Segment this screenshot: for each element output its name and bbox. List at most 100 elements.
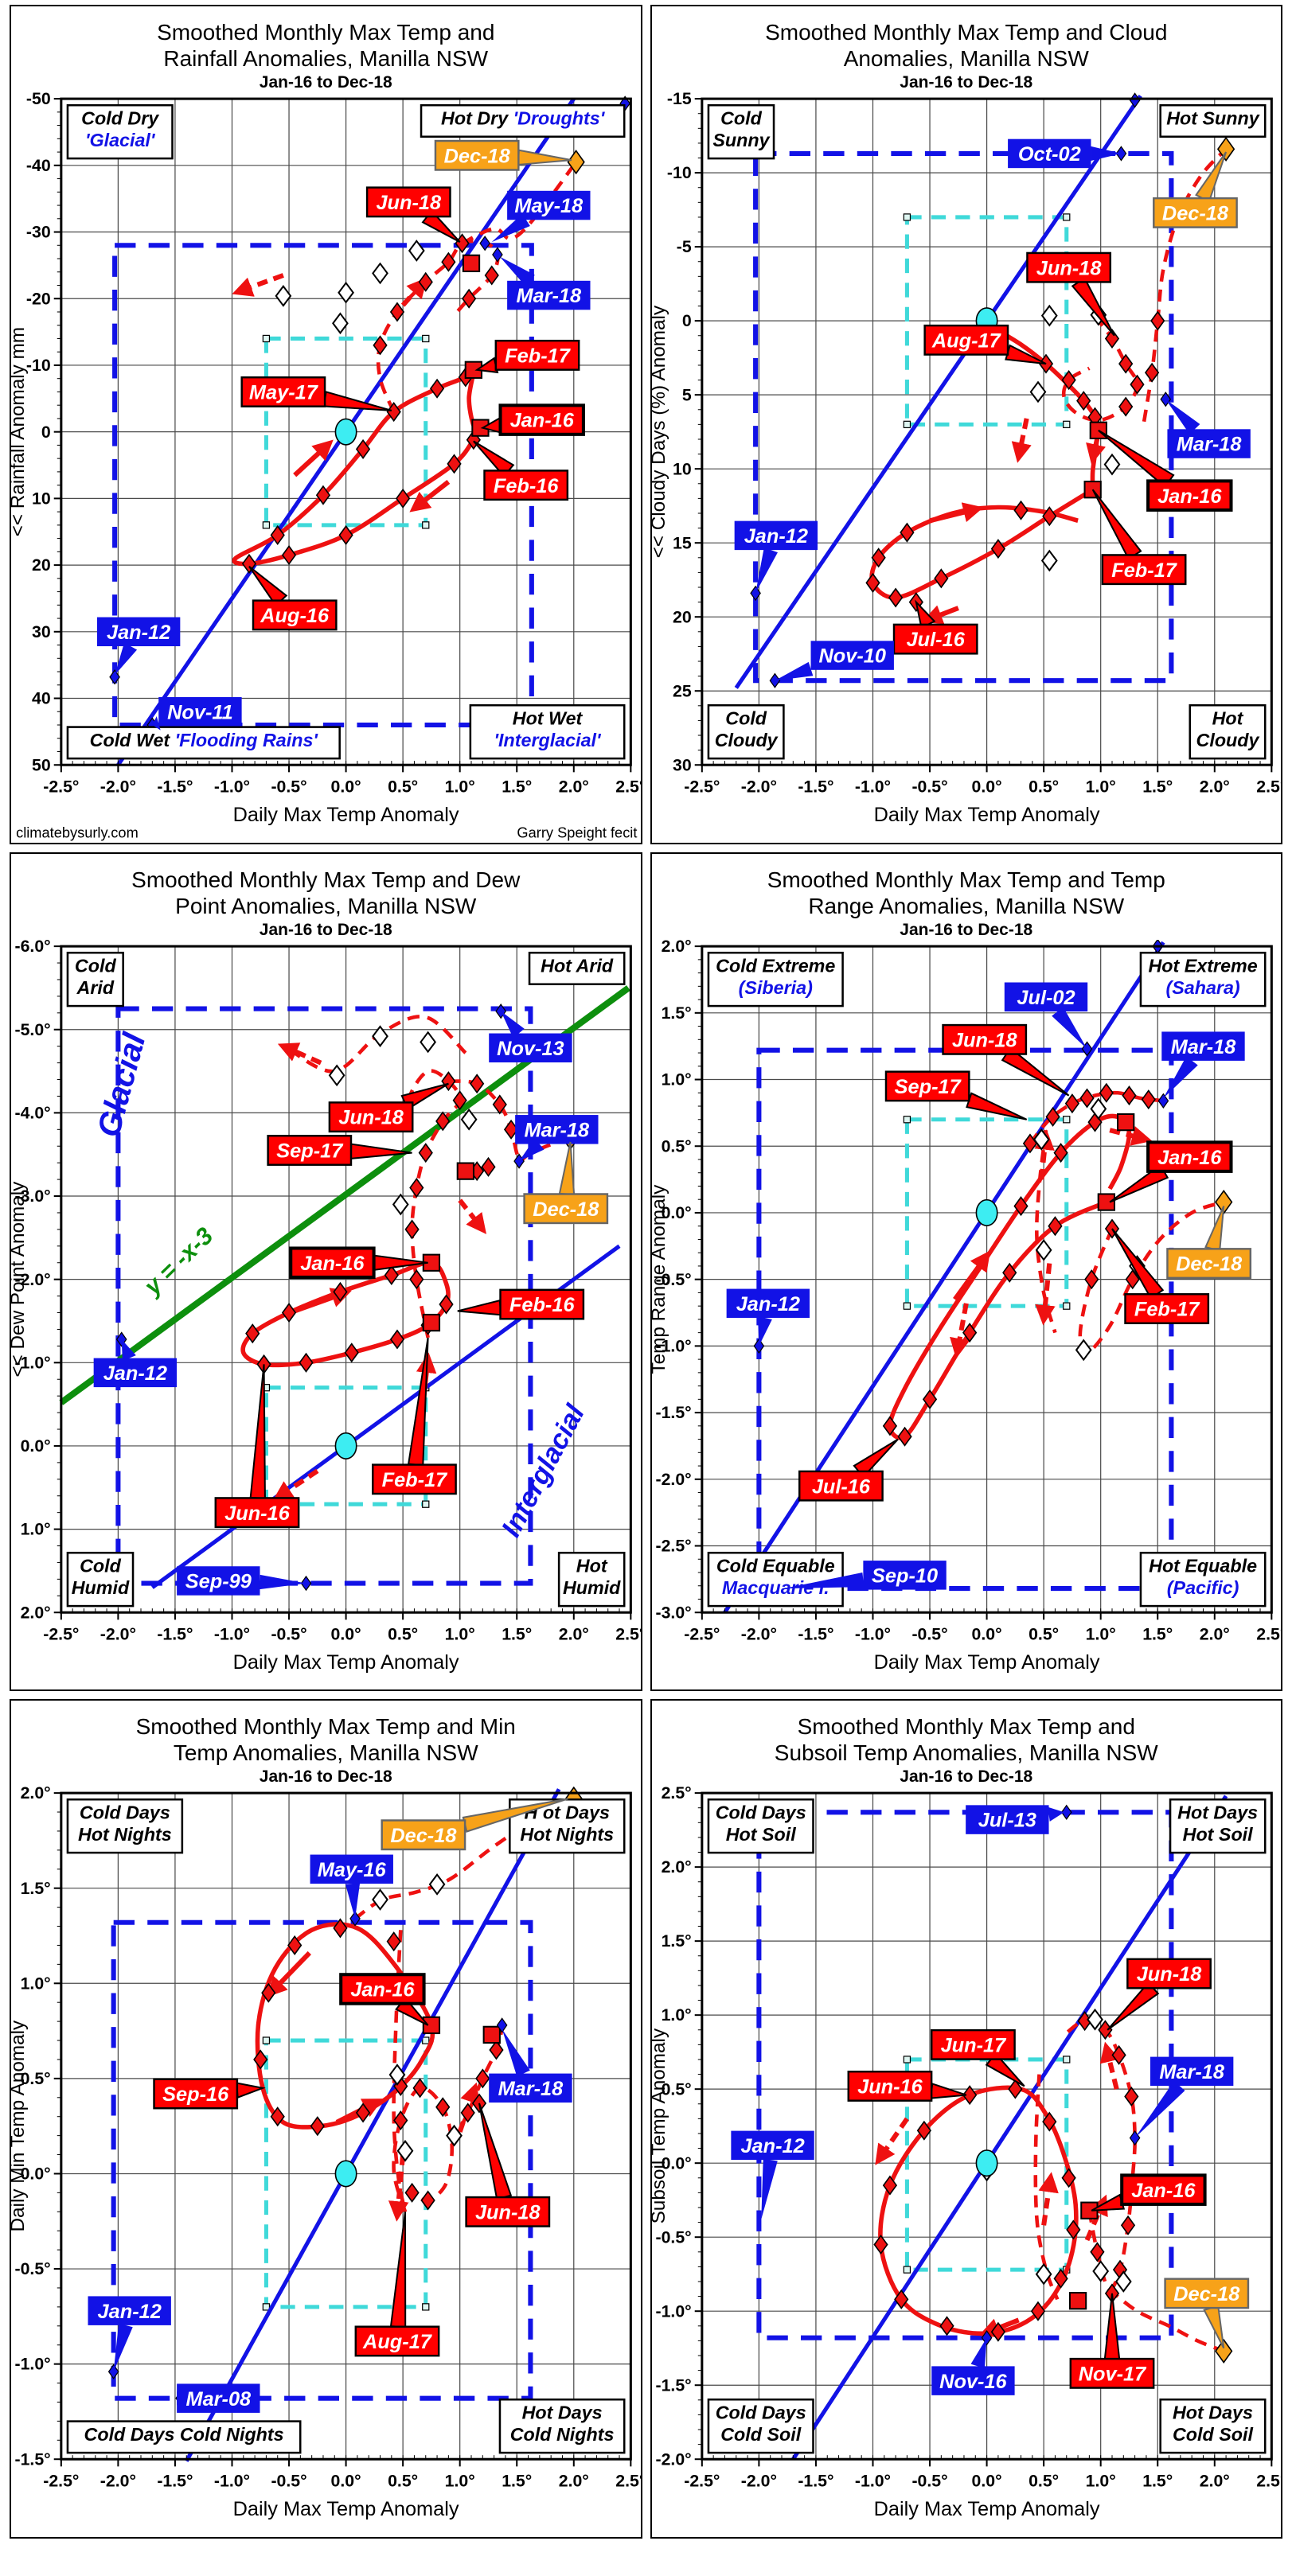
svg-text:1.5°: 1.5° xyxy=(1142,2472,1173,2491)
svg-text:Sep-17: Sep-17 xyxy=(276,1140,344,1162)
white-diamond-marker xyxy=(328,1064,345,1086)
svg-text:2.0°: 2.0° xyxy=(21,1787,51,1802)
svg-text:10: 10 xyxy=(673,459,692,478)
svg-text:-1.0°: -1.0° xyxy=(214,2472,250,2491)
svg-text:2.0°: 2.0° xyxy=(21,1603,51,1622)
red-square-marker xyxy=(1097,1193,1115,1211)
svg-text:Dec-18: Dec-18 xyxy=(390,1825,457,1847)
svg-text:-2.0°: -2.0° xyxy=(655,2450,691,2469)
white-diamond-marker xyxy=(1075,1339,1092,1361)
svg-text:-1.5°: -1.5° xyxy=(15,2450,51,2469)
red-diamond-marker xyxy=(435,2097,451,2118)
blue-record-box xyxy=(112,243,534,728)
callout-jun-16 xyxy=(847,2071,932,2102)
red-diamond-marker xyxy=(1052,1142,1068,1163)
svg-text:Jul-16: Jul-16 xyxy=(811,1475,870,1498)
chart-plot: y = -x-3 Glacial Interglacial -2.5° -2.0° -1.… xyxy=(11,940,641,1674)
svg-text:1.0°: 1.0° xyxy=(445,1624,475,1643)
x-axis-label: Daily Max Temp Anomaly xyxy=(233,2498,459,2520)
svg-text:0.0°: 0.0° xyxy=(971,1624,1001,1643)
svg-text:Jun-16: Jun-16 xyxy=(857,2076,923,2099)
red-square-marker xyxy=(1116,1113,1134,1131)
red-diamond-marker xyxy=(896,1426,912,1447)
chart-plot: -2.5° -2.0° -1.5° -1.0° -0.5° 0.0° 0.5° 1.0° 1.5… xyxy=(11,1787,641,2520)
red-diamond-marker xyxy=(1013,500,1029,520)
white-diamond-marker xyxy=(1086,2009,1103,2031)
red-diamond-marker xyxy=(1110,2045,1126,2066)
chart-plot: -2.5° -2.0° -1.5° -1.0° -0.5° 0.0° 0.5° 1.0° 1.5… xyxy=(11,92,641,840)
red-diamond-marker xyxy=(1041,506,1056,527)
svg-text:-15: -15 xyxy=(666,92,691,108)
red-diamond-marker xyxy=(429,378,445,399)
svg-text:Jun-18: Jun-18 xyxy=(338,1106,404,1128)
svg-text:Dec-18: Dec-18 xyxy=(444,145,511,167)
red-square-marker xyxy=(456,1162,474,1180)
svg-text:Nov-13: Nov-13 xyxy=(497,1038,564,1060)
svg-text:1.5°: 1.5° xyxy=(661,1931,691,1951)
svg-text:-0.5°: -0.5° xyxy=(911,777,947,797)
grid xyxy=(701,1792,1272,2461)
red-diamond-marker xyxy=(882,1415,897,1436)
svg-text:Hot Nights: Hot Nights xyxy=(78,1824,172,1845)
svg-text:Dec-18: Dec-18 xyxy=(533,1198,599,1220)
svg-text:Feb-17: Feb-17 xyxy=(382,1469,449,1491)
svg-text:Arid: Arid xyxy=(76,977,115,998)
callout-aug-17 xyxy=(354,2325,440,2357)
x-axis-label: Daily Max Temp Anomaly xyxy=(873,804,1099,826)
chart-plot: -2.5° -2.0° -1.5° -1.0° -0.5° 0.0° 0.5° 1.0° 1.5… xyxy=(652,1787,1282,2520)
svg-text:Nov-17: Nov-17 xyxy=(1078,2364,1146,2386)
svg-text:0.0°: 0.0° xyxy=(661,2153,691,2173)
red-diamond-marker xyxy=(922,1389,937,1409)
chart-subtitle: Jan-16 to Dec-18 xyxy=(259,1767,392,1787)
red-diamond-marker xyxy=(1083,1269,1099,1289)
svg-text:Cloudy: Cloudy xyxy=(714,730,778,750)
cyan-range-box xyxy=(262,2036,430,2311)
origin-marker xyxy=(975,1198,998,1226)
callout-oct-02 xyxy=(1007,138,1091,169)
svg-text:-2.5°: -2.5° xyxy=(684,1624,720,1643)
red-diamond-marker xyxy=(1047,1215,1063,1236)
blue-diamond-marker xyxy=(1157,1093,1169,1109)
chart-subtitle: Jan-16 to Dec-18 xyxy=(900,1767,1033,1787)
svg-text:Hot Soil: Hot Soil xyxy=(725,1824,796,1845)
red-diamond-marker xyxy=(1141,1089,1156,1109)
charts-grid: Smoothed Monthly Max Temp and Rainfall A… xyxy=(5,0,1287,2543)
svg-text:Jun-18: Jun-18 xyxy=(475,2202,541,2224)
svg-text:Cold Days: Cold Days xyxy=(80,1802,170,1823)
red-diamond-marker xyxy=(1061,370,1076,391)
svg-text:Jan-16: Jan-16 xyxy=(350,1979,415,2001)
red-diamond-marker xyxy=(384,1265,399,1285)
svg-text:May-16: May-16 xyxy=(318,1859,387,1881)
origin-marker xyxy=(334,418,357,446)
orange-diamond-marker xyxy=(567,150,585,175)
svg-text:Sep-17: Sep-17 xyxy=(894,1076,962,1098)
svg-text:-3.0°: -3.0° xyxy=(655,1603,691,1622)
svg-text:0.5°: 0.5° xyxy=(1029,2472,1059,2491)
red-diamond-marker xyxy=(990,539,1005,559)
red-diamond-marker xyxy=(281,545,297,566)
svg-text:1.5°: 1.5° xyxy=(502,1624,532,1643)
white-diamond-marker xyxy=(1040,549,1058,572)
red-diamond-marker xyxy=(484,265,499,286)
svg-text:May-17: May-17 xyxy=(249,382,319,404)
red-diamond-marker xyxy=(492,1094,507,1115)
svg-text:-30: -30 xyxy=(26,223,51,242)
callout-dec-18 xyxy=(1163,2278,1249,2309)
white-diamond-marker xyxy=(1091,2260,1109,2283)
svg-text:-1.0°: -1.0° xyxy=(655,2302,691,2321)
chart-panel-cloud: Smoothed Monthly Max Temp and Cloud Anom… xyxy=(650,5,1282,844)
blue-diamond-marker xyxy=(1081,1040,1092,1057)
callout-jan-12 xyxy=(96,617,181,647)
svg-text:2.5°: 2.5° xyxy=(661,1787,691,1802)
red-diamond-marker xyxy=(420,2190,435,2211)
white-diamond-marker xyxy=(1035,2263,1052,2286)
svg-text:Hot Sunny: Hot Sunny xyxy=(1166,108,1260,129)
blue-diamond-marker xyxy=(107,2364,119,2380)
svg-text:1.5°: 1.5° xyxy=(502,777,532,797)
blue-diamond-marker xyxy=(109,669,120,685)
svg-text:2.5°: 2.5° xyxy=(1256,2472,1281,2491)
svg-text:Humid: Humid xyxy=(563,1577,621,1598)
callout-jan-12 xyxy=(730,2130,814,2161)
